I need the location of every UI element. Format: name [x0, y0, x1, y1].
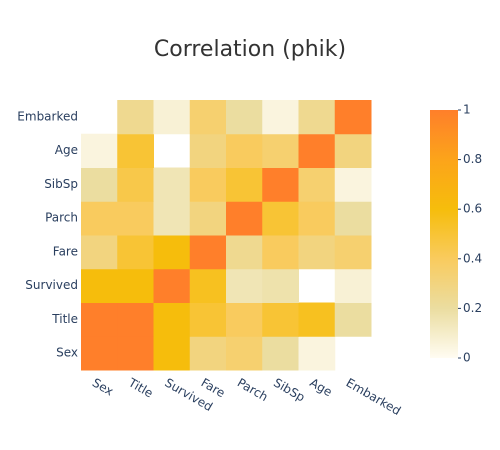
y-tick-label: Embarked [17, 109, 78, 123]
heatmap-cell [298, 201, 336, 236]
heatmap-cell [189, 167, 227, 202]
x-tick-label: Parch [235, 376, 271, 405]
heatmap-cell [81, 235, 118, 270]
heatmap-cell [153, 100, 191, 135]
heatmap-cell [226, 336, 263, 371]
y-tick-label: SibSp [44, 177, 78, 191]
heatmap-cell [117, 235, 154, 270]
heatmap-cell [189, 336, 227, 371]
y-tick-label: Survived [25, 278, 78, 292]
colorbar-tick-label: 0.8 [463, 152, 482, 166]
heatmap-cell [81, 133, 118, 168]
heatmap-cell [153, 235, 191, 270]
heatmap-cell [262, 100, 299, 135]
heatmap-cell [189, 302, 227, 337]
heatmap-cell [298, 235, 336, 270]
heatmap-cell [226, 201, 263, 236]
chart-title: Correlation (phik) [154, 37, 346, 62]
heatmap-cell [334, 133, 372, 168]
heatmap-cell [117, 167, 154, 202]
heatmap-cell [262, 302, 299, 337]
colorbar-tick-label: 1 [463, 103, 471, 117]
colorbar-tick-label: 0.6 [463, 202, 482, 216]
heatmap-cell [226, 167, 263, 202]
heatmap-cell [153, 268, 191, 303]
x-tick-label: Embarked [344, 376, 404, 418]
heatmap-cell [298, 167, 336, 202]
y-tick-label: Parch [45, 211, 78, 225]
heatmap-cell [189, 268, 227, 303]
heatmap-cell [226, 268, 263, 303]
y-tick-label: Age [55, 143, 78, 157]
colorbar-tick-label: 0 [463, 351, 471, 365]
heatmap-cell [262, 268, 299, 303]
colorbar-tick-label: 0.2 [463, 301, 482, 315]
heatmap-cell [189, 201, 227, 236]
heatmap-cell [189, 100, 227, 135]
heatmap-cell [153, 201, 191, 236]
heatmap-cell [262, 336, 299, 371]
heatmap-cell [153, 167, 191, 202]
heatmap-cell [153, 302, 191, 337]
heatmap-cell [189, 133, 227, 168]
heatmap-cell [298, 100, 336, 135]
heatmap-cell [117, 268, 154, 303]
heatmap-cell [153, 336, 191, 371]
heatmap-cell [81, 302, 118, 337]
x-tick-label: Title [125, 375, 155, 400]
heatmap-cell [226, 100, 263, 135]
x-tick-label: Sex [90, 376, 116, 399]
heatmap-cell [262, 235, 299, 270]
heatmap-cell [81, 336, 118, 371]
y-tick-label: Fare [53, 244, 78, 258]
heatmap-cell [334, 302, 372, 337]
heatmap-cell [117, 133, 154, 168]
heatmap-cell [226, 235, 263, 270]
heatmap-cell [117, 302, 154, 337]
heatmap-cell [189, 235, 227, 270]
heatmap-cell [81, 268, 118, 303]
heatmap-cell [334, 201, 372, 236]
heatmap-cell [334, 167, 372, 202]
heatmap-cell [117, 201, 154, 236]
heatmap-cell [226, 133, 263, 168]
y-tick-label: Sex [56, 346, 78, 360]
heatmap-cell [334, 100, 372, 135]
heatmap-cell [117, 100, 154, 135]
heatmap-cell [226, 302, 263, 337]
heatmap-cell [262, 167, 299, 202]
x-tick-label: Age [307, 376, 334, 400]
heatmap-cell [298, 302, 336, 337]
heatmap-cell [81, 167, 118, 202]
colorbar [430, 110, 458, 358]
colorbar-tick-label: 0.4 [463, 251, 482, 265]
heatmap-cell [117, 336, 154, 371]
heatmap-cell [262, 133, 299, 168]
heatmap-cell [334, 235, 372, 270]
heatmap-cell [298, 336, 336, 371]
heatmap-cell [81, 201, 118, 236]
heatmap-cell [298, 133, 336, 168]
y-tick-label: Title [51, 312, 78, 326]
heatmap-cell [334, 268, 372, 303]
heatmap-cell [262, 201, 299, 236]
x-tick-label: SibSp [271, 376, 307, 405]
